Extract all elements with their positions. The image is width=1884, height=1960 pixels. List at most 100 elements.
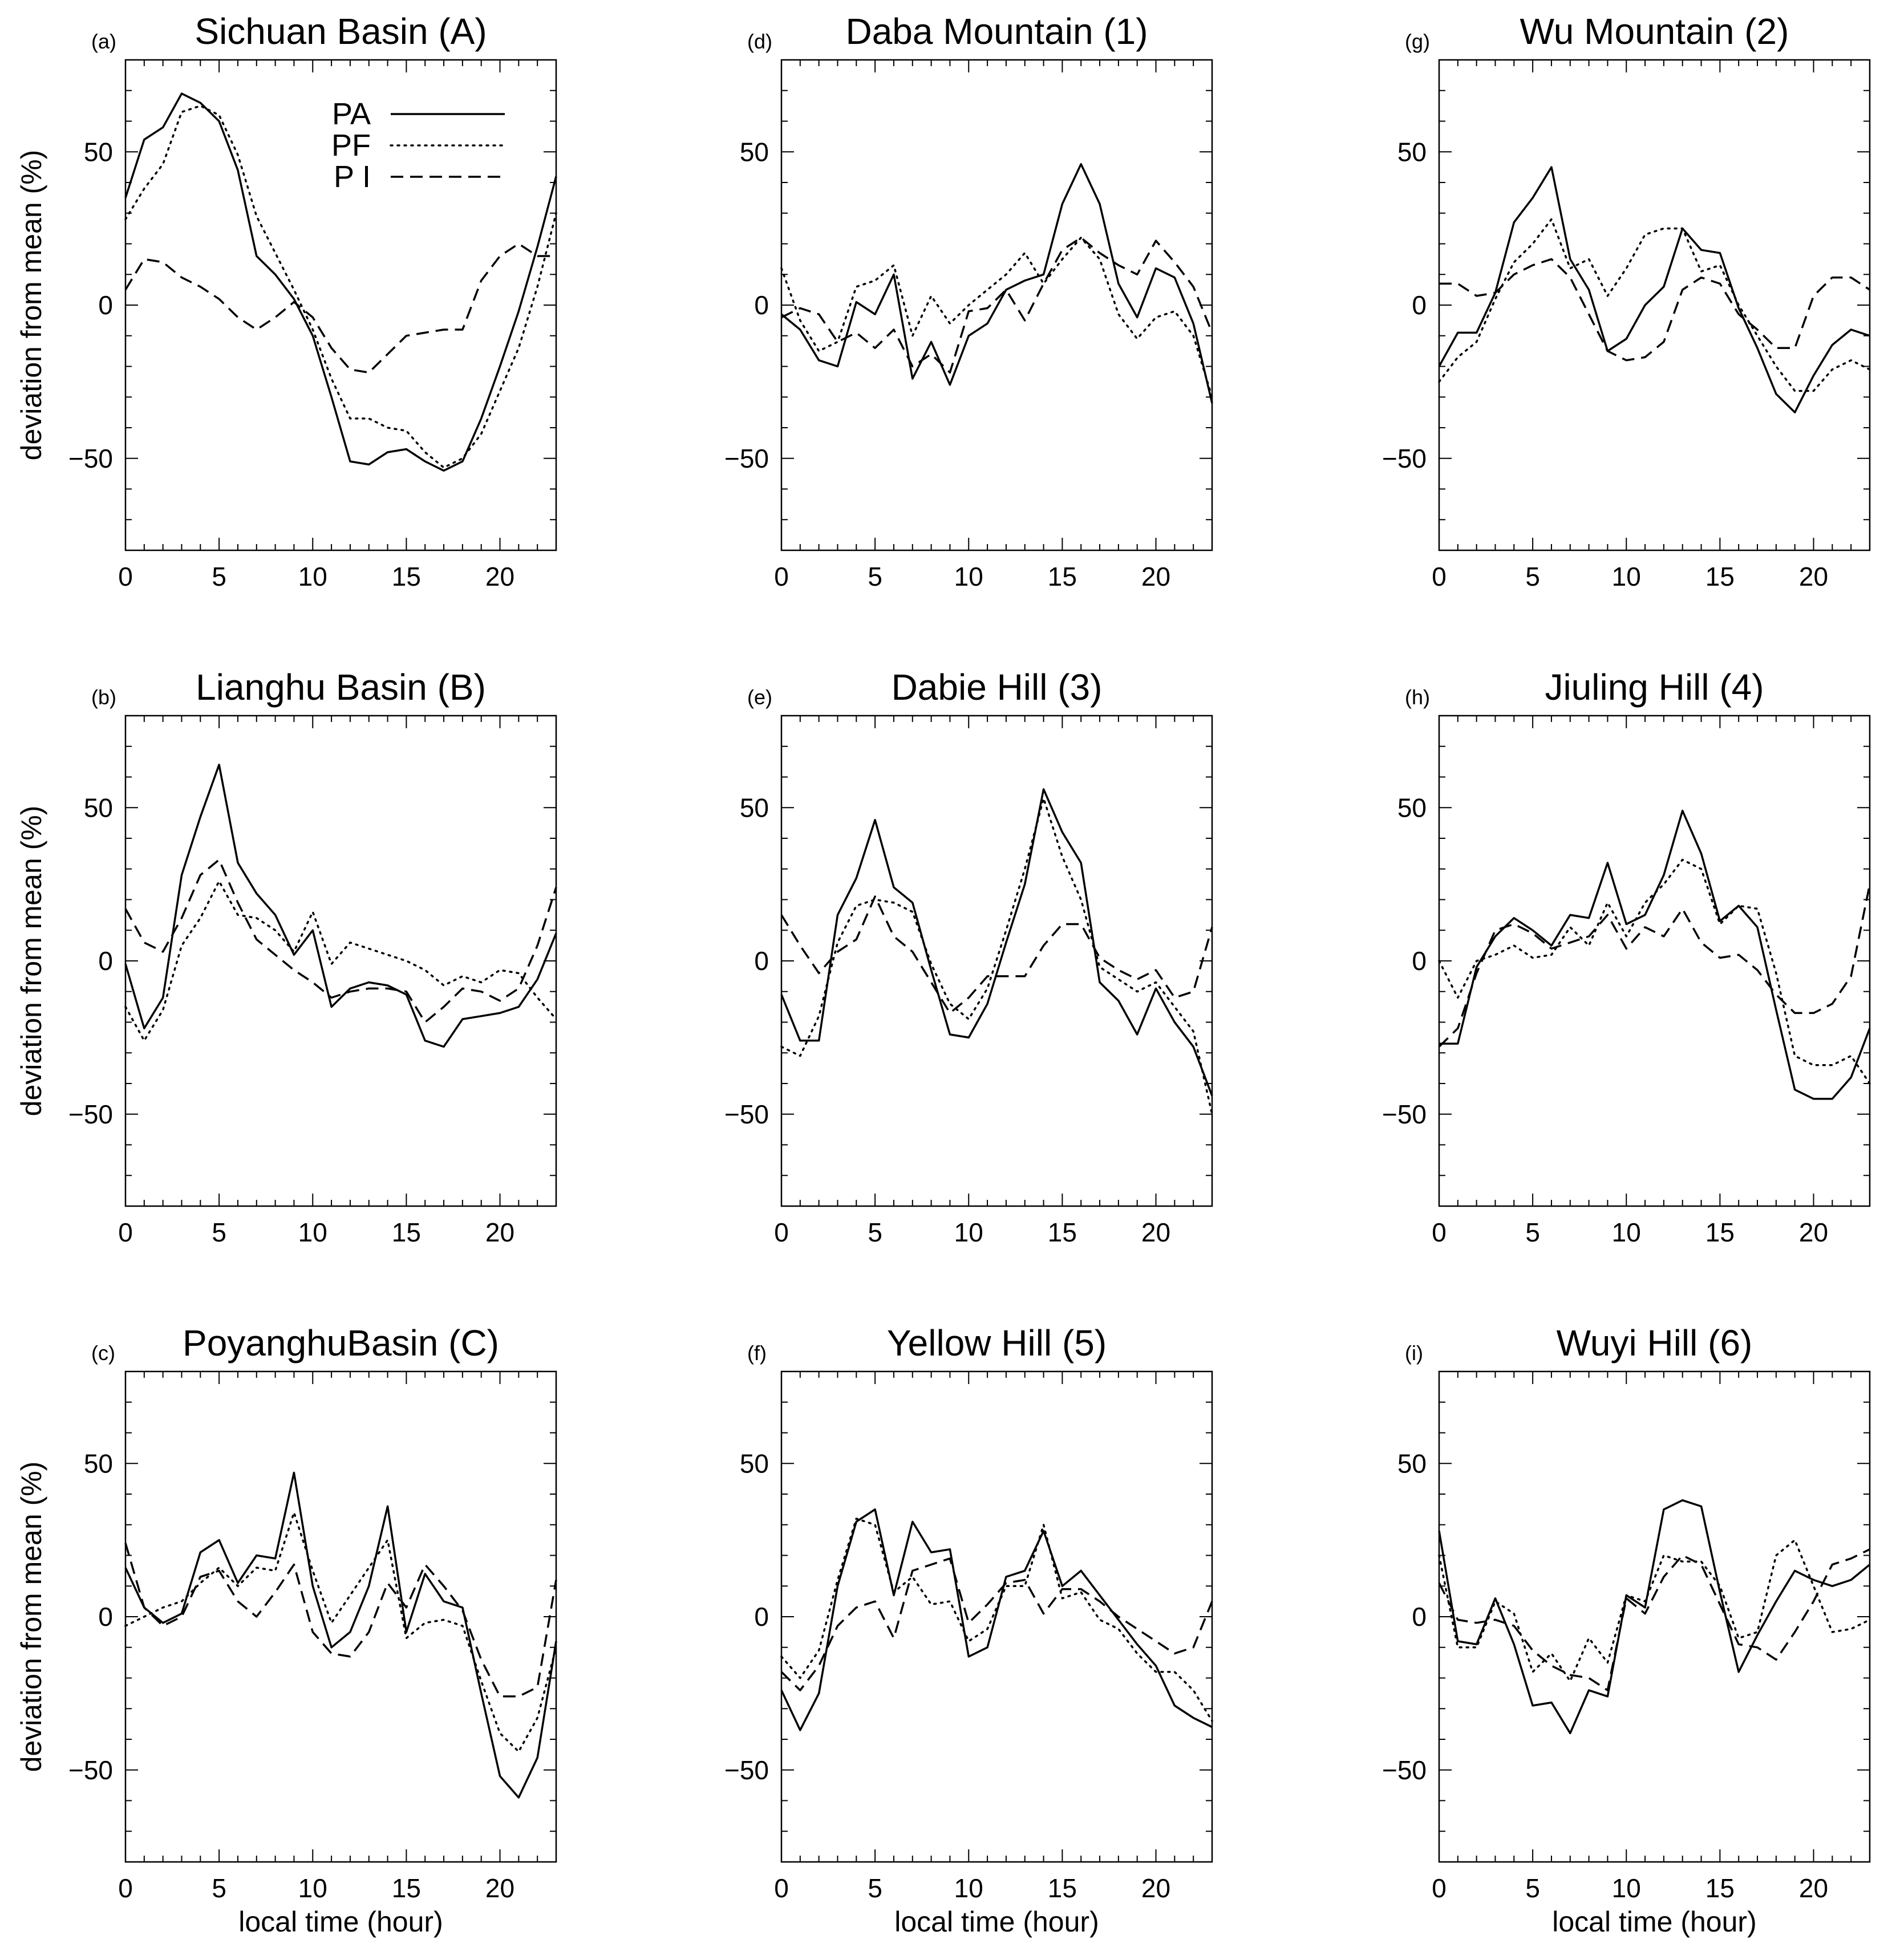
- series-line-pa: [780, 163, 1213, 404]
- panel-b: 0 5 10 15 20 −50 0 50 Lianghu Basin (B) (b) deviat…: [15, 667, 557, 1247]
- panel-i: 0 5 10 15 20 −50 0 50 Wuyi Hill (6) (i) local time…: [1382, 1322, 1871, 1938]
- x-tick-label: 5: [868, 562, 882, 591]
- x-tick-label: 5: [212, 1873, 226, 1903]
- x-tick-label: 20: [1799, 562, 1828, 591]
- panel-d: 0 5 10 15 20 −50 0 50 Daba Mountain (1) (d): [724, 11, 1213, 591]
- x-tick-label: 10: [954, 1218, 983, 1247]
- plot-frame: [780, 1370, 1213, 1863]
- x-tick-label: 0: [774, 1218, 789, 1247]
- x-tick-label: 15: [392, 562, 421, 591]
- y-tick-label: −50: [68, 444, 113, 473]
- x-tick-label: 5: [1525, 1873, 1540, 1903]
- x-tick-label: 0: [774, 1873, 789, 1903]
- x-tick-label: 20: [1799, 1873, 1828, 1903]
- x-tick-label: 15: [1705, 1873, 1735, 1903]
- series-line-pa: [780, 788, 1213, 1097]
- x-tick-label: 15: [1705, 1218, 1735, 1247]
- plot-frame: [1438, 715, 1871, 1207]
- y-tick-label: 0: [98, 1602, 113, 1632]
- y-tick-label: −50: [1382, 1099, 1427, 1129]
- x-axis-label: local time (hour): [238, 1906, 443, 1938]
- y-tick-label: −50: [68, 1099, 113, 1129]
- y-tick-label: 0: [98, 946, 113, 976]
- y-tick-label: 50: [740, 793, 769, 822]
- x-tick-label: 10: [1612, 1218, 1641, 1247]
- chart-title: Dabie Hill (3): [892, 667, 1103, 708]
- legend-label: PF: [331, 128, 371, 163]
- x-tick-label: 0: [118, 562, 133, 591]
- legend-label: PA: [332, 97, 371, 131]
- series-line-pi: [1439, 258, 1870, 362]
- y-tick-label: −50: [1382, 444, 1427, 473]
- panel-label: (c): [91, 1341, 115, 1365]
- x-tick-label: 15: [1705, 562, 1735, 591]
- y-tick-label: −50: [724, 444, 769, 473]
- x-tick-label: 20: [1141, 1873, 1170, 1903]
- y-tick-label: 0: [1412, 290, 1427, 320]
- plot-frame: [1438, 59, 1871, 551]
- y-tick-label: 50: [1397, 793, 1427, 822]
- chart-title: Jiuling Hill (4): [1545, 667, 1764, 708]
- y-tick-label: 50: [84, 1448, 113, 1478]
- y-axis-label: deviation from mean (%): [15, 1462, 47, 1772]
- x-tick-label: 0: [774, 562, 789, 591]
- y-tick-label: 0: [754, 946, 769, 976]
- series-line-pi: [1438, 884, 1871, 1048]
- y-tick-label: 50: [84, 793, 113, 822]
- y-tick-label: 0: [754, 1602, 769, 1632]
- x-tick-label: 0: [1432, 1218, 1447, 1247]
- series-line-pi: [781, 237, 1213, 374]
- y-tick-label: 50: [1397, 137, 1427, 167]
- series-line-pf: [780, 797, 1213, 1115]
- y-tick-label: 0: [1412, 946, 1427, 976]
- series-line-pa: [124, 92, 557, 472]
- panel-label: (d): [747, 30, 772, 53]
- x-tick-label: 5: [1525, 1218, 1540, 1247]
- x-axis-label: local time (hour): [1552, 1906, 1756, 1938]
- panel-label: (i): [1405, 1341, 1423, 1365]
- chart-title: Sichuan Basin (A): [195, 11, 487, 52]
- x-tick-label: 20: [485, 1218, 514, 1247]
- y-axis-label: deviation from mean (%): [15, 806, 47, 1117]
- x-tick-label: 10: [298, 1873, 327, 1903]
- x-tick-label: 5: [868, 1873, 882, 1903]
- series-line-pa: [1438, 166, 1870, 413]
- x-tick-label: 20: [485, 562, 514, 591]
- x-tick-label: 5: [868, 1218, 882, 1247]
- series-line-pa: [780, 1508, 1213, 1731]
- y-tick-label: 50: [84, 137, 113, 167]
- x-tick-label: 10: [1612, 1873, 1641, 1903]
- y-tick-label: 50: [740, 137, 769, 167]
- series-line-pi: [124, 1543, 557, 1698]
- panel-f: 0 5 10 15 20 −50 0 50 Yellow Hill (5) (f) local ti…: [724, 1322, 1213, 1938]
- y-tick-label: −50: [724, 1755, 769, 1785]
- x-tick-label: 0: [1432, 562, 1447, 591]
- series-line-pf: [124, 104, 557, 469]
- panel-label: (h): [1405, 685, 1430, 709]
- chart-title: Lianghu Basin (B): [196, 667, 486, 708]
- x-tick-label: 10: [954, 1873, 983, 1903]
- panel-label: (a): [91, 30, 116, 53]
- x-tick-label: 5: [212, 562, 226, 591]
- panel-e: 0 5 10 15 20 −50 0 50 Dabie Hill (3) (e): [724, 667, 1213, 1247]
- series-line-pf: [1438, 218, 1871, 392]
- series-line-pf: [780, 237, 1213, 399]
- x-tick-label: 15: [1048, 562, 1077, 591]
- series-line-pa: [124, 764, 557, 1048]
- panel-a: 0 5 10 15 20 −50 0 50 Sichuan Basin (A) (a) deviat…: [15, 11, 557, 591]
- x-tick-label: 0: [1432, 1873, 1447, 1903]
- x-tick-label: 15: [1048, 1218, 1077, 1247]
- y-tick-label: 0: [1412, 1602, 1427, 1632]
- series-line-pi: [1438, 1548, 1870, 1691]
- legend-label: P I: [334, 160, 371, 194]
- y-tick-label: 0: [98, 290, 113, 320]
- chart-title: Yellow Hill (5): [887, 1322, 1107, 1364]
- y-tick-label: −50: [68, 1755, 113, 1785]
- x-tick-label: 20: [1141, 1218, 1170, 1247]
- series-line-pi: [124, 242, 556, 374]
- chart-title: PoyanghuBasin (C): [183, 1322, 499, 1364]
- y-tick-label: 50: [1397, 1448, 1427, 1478]
- series-line-pi: [124, 858, 557, 1024]
